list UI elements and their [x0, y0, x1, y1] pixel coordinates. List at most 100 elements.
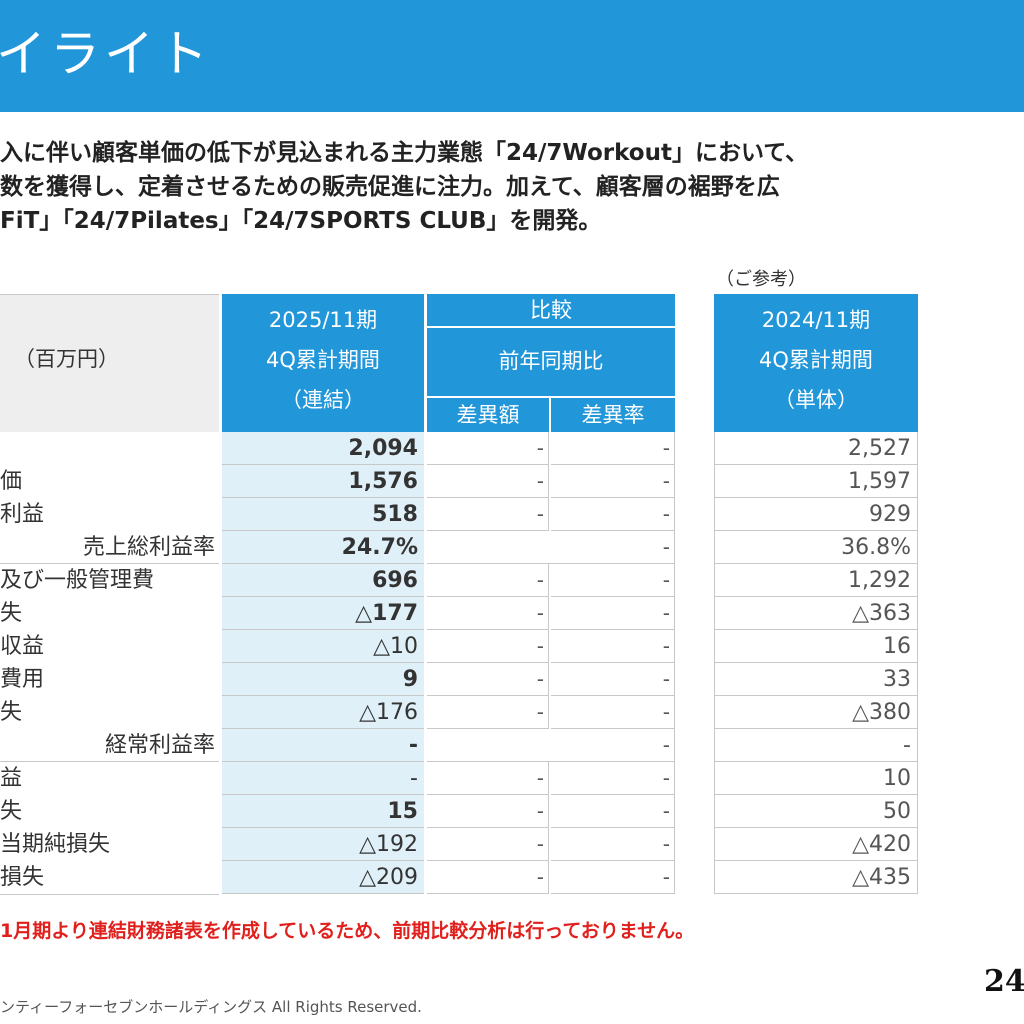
diff-amount: -	[427, 861, 549, 894]
table-row: 費用 9 - - 33	[0, 663, 920, 697]
table-row: 失 15 - - 50	[0, 795, 920, 829]
diff-amount: -	[427, 432, 549, 465]
current-value: △10	[222, 630, 424, 663]
current-value: △192	[222, 828, 424, 861]
previous-value: △420	[714, 828, 918, 861]
diff-amount: -	[427, 795, 549, 828]
previous-value: 1,292	[714, 564, 918, 597]
diff-amount-header-label: 差異額	[456, 403, 520, 427]
diff-rate: -	[551, 630, 675, 663]
summary-line-3: FiT」「24/7Pilates」「24/7SPORTS CLUB」を開発。	[0, 208, 602, 234]
current-value: 696	[222, 564, 424, 597]
yoy-header-label: 前年同期比	[498, 349, 604, 373]
reference-label: （ご参考）	[716, 269, 806, 290]
current-header-line-1: 2025/11期	[268, 308, 378, 332]
row-label: 及び一般管理費	[0, 564, 219, 598]
previous-value: 36.8%	[714, 531, 918, 564]
previous-value: 2,527	[714, 432, 918, 465]
compare-header-label: 比較	[530, 298, 572, 322]
previous-value: △435	[714, 861, 918, 894]
current-value: 24.7%	[222, 531, 424, 564]
summary-text: 入に伴い顧客単価の低下が見込まれる主力業態「24/7Workout」において、 …	[0, 136, 1024, 238]
diff-rate: -	[551, 465, 675, 498]
current-value: 9	[222, 663, 424, 696]
row-label	[0, 432, 219, 466]
table-row: 売上総利益率 24.7% - 36.8%	[0, 531, 920, 564]
table-row: 及び一般管理費 696 - - 1,292	[0, 564, 920, 598]
compare-header: 比較	[427, 294, 675, 326]
previous-value: 16	[714, 630, 918, 663]
diff-merged: -	[427, 729, 675, 762]
current-value: -	[222, 762, 424, 795]
diff-rate-header: 差異率	[551, 398, 675, 432]
diff-rate: -	[551, 597, 675, 630]
diff-amount: -	[427, 630, 549, 663]
diff-amount: -	[427, 564, 549, 597]
diff-rate-header-label: 差異率	[581, 403, 645, 427]
row-label: 価	[0, 465, 219, 499]
table-row: 収益 △10 - - 16	[0, 630, 920, 664]
copyright-footer: ンティーフォーセブンホールディングス All Rights Reserved.	[0, 998, 422, 1016]
summary-line-2: 数を獲得し、定着させるための販売促進に注力。加えて、顧客層の裾野を広	[0, 174, 780, 200]
current-value: △177	[222, 597, 424, 630]
current-value: 1,576	[222, 465, 424, 498]
previous-value: 50	[714, 795, 918, 828]
company-logo: 24	[984, 964, 1024, 999]
row-label: 失	[0, 597, 219, 631]
current-value: 518	[222, 498, 424, 531]
table-row: 損失 △209 - - △435	[0, 861, 920, 895]
previous-value: △363	[714, 597, 918, 630]
row-label: 損失	[0, 861, 219, 895]
previous-value: 10	[714, 762, 918, 795]
table-row: 利益 518 - - 929	[0, 498, 920, 532]
row-label: 失	[0, 795, 219, 829]
diff-amount: -	[427, 696, 549, 729]
row-label: 費用	[0, 663, 219, 697]
diff-rate: -	[551, 828, 675, 861]
diff-rate: -	[551, 498, 675, 531]
diff-merged: -	[427, 531, 675, 564]
table-row: 失 △177 - - △363	[0, 597, 920, 631]
row-label: 当期純損失	[0, 828, 219, 862]
diff-amount: -	[427, 498, 549, 531]
table-row: 当期純損失 △192 - - △420	[0, 828, 920, 862]
diff-rate: -	[551, 762, 675, 795]
table-row: 益 - - - 10	[0, 762, 920, 796]
diff-rate: -	[551, 564, 675, 597]
summary-line-1: 入に伴い顧客単価の低下が見込まれる主力業態「24/7Workout」において、	[0, 140, 809, 166]
table-row: 経常利益率 - - -	[0, 729, 920, 762]
slide-header: イライト	[0, 0, 1024, 112]
diff-rate: -	[551, 795, 675, 828]
slide-title: イライト	[0, 25, 212, 83]
prev-header-line-1: 2024/11期	[761, 308, 871, 332]
diff-amount: -	[427, 597, 549, 630]
current-value: △209	[222, 861, 424, 894]
yoy-header: 前年同期比	[427, 328, 675, 396]
row-label: 益	[0, 762, 219, 796]
label-column-header: （百万円）	[0, 294, 219, 433]
current-value: △176	[222, 696, 424, 729]
row-label: 収益	[0, 630, 219, 664]
previous-value: 929	[714, 498, 918, 531]
consolidation-note: 1月期より連結財務諸表を作成しているため、前期比較分析は行っておりません。	[0, 920, 695, 942]
previous-value: -	[714, 729, 918, 762]
prev-header-line-3: （単体）	[774, 388, 858, 412]
table-row: 価 1,576 - - 1,597	[0, 465, 920, 499]
current-value: -	[222, 729, 424, 762]
current-period-header: 2025/11期 4Q累計期間 （連結）	[222, 294, 424, 432]
row-label: 経常利益率	[0, 729, 219, 762]
current-value: 15	[222, 795, 424, 828]
diff-rate: -	[551, 696, 675, 729]
diff-amount: -	[427, 828, 549, 861]
table-row: 失 △176 - - △380	[0, 696, 920, 730]
previous-value: 1,597	[714, 465, 918, 498]
diff-rate: -	[551, 432, 675, 465]
current-header-line-3: （連結）	[281, 388, 365, 412]
row-label: 利益	[0, 498, 219, 532]
row-label: 売上総利益率	[0, 531, 219, 564]
previous-period-header: 2024/11期 4Q累計期間 （単体）	[714, 294, 918, 432]
table-row: 2,094 - - 2,527	[0, 432, 920, 466]
diff-rate: -	[551, 663, 675, 696]
prev-header-line-2: 4Q累計期間	[759, 348, 873, 372]
diff-amount: -	[427, 762, 549, 795]
